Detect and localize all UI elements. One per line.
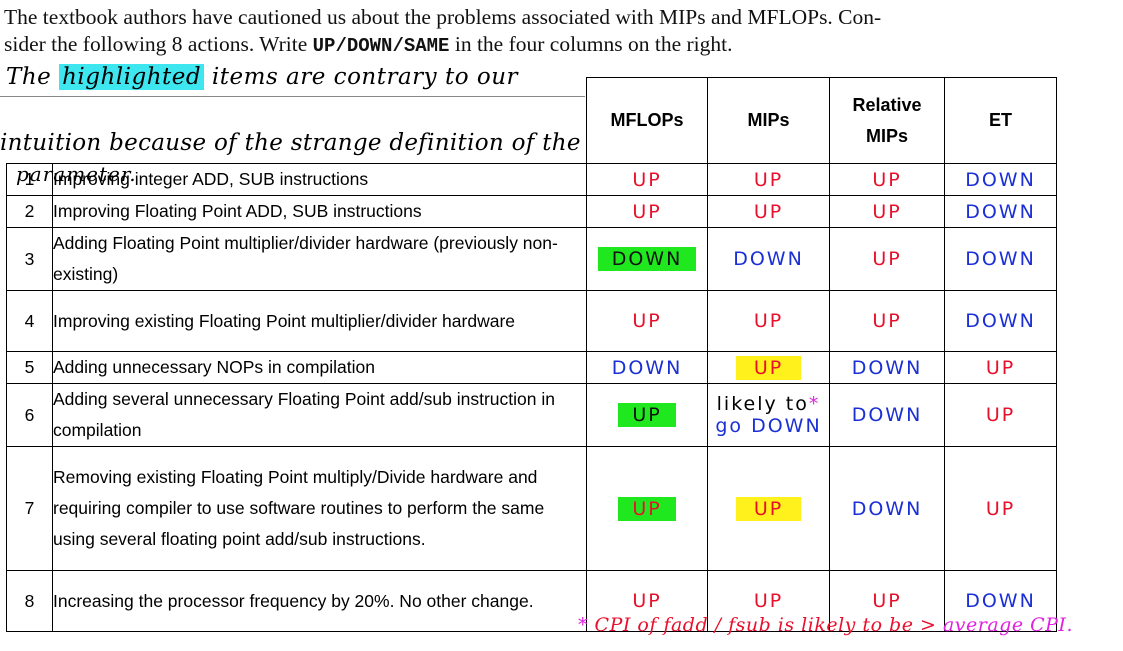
cell-et: DOWN bbox=[944, 163, 1057, 196]
row-number: 2 bbox=[6, 195, 53, 228]
cell-relative-mips: UP bbox=[829, 290, 945, 352]
cell-mflops: DOWN bbox=[586, 227, 708, 291]
row-number: 3 bbox=[6, 227, 53, 291]
note-part-2: items are contrary to our bbox=[204, 64, 519, 90]
header-row: MFLOPs MIPs Relative MIPs ET bbox=[7, 77, 1057, 164]
cell-relative-mips: UP bbox=[829, 570, 945, 632]
cell-relative-mips: UP bbox=[829, 163, 945, 196]
header-et: ET bbox=[944, 77, 1057, 164]
table-row: 2 Improving Floating Point ADD, SUB inst… bbox=[6, 195, 1057, 228]
table-row: 3 Adding Floating Point multiplier/divid… bbox=[6, 227, 1057, 291]
table-row: 4 Improving existing Floating Point mult… bbox=[6, 290, 1057, 352]
cell-relative-mips: DOWN bbox=[829, 351, 945, 384]
table-row: 1 Improving integer ADD, SUB instruction… bbox=[6, 163, 1057, 196]
mips-yellow-highlight: UP bbox=[735, 355, 802, 380]
header-relative-mips-2: MIPs bbox=[865, 125, 908, 146]
handwritten-note-line-2: intuition because of the strange definit… bbox=[0, 130, 581, 156]
cell-mips: DOWN bbox=[707, 227, 830, 291]
mflops-green-highlight: DOWN bbox=[597, 247, 697, 271]
cell-mflops: UP bbox=[586, 570, 708, 632]
footnote-star: * bbox=[578, 614, 588, 636]
intro-line-1: The textbook authors have cautioned us a… bbox=[4, 5, 882, 29]
mips-note-text-1: likely to bbox=[716, 393, 809, 415]
handwritten-note-line-1: The highlighted items are contrary to ou… bbox=[6, 64, 518, 90]
cell-mips: likely to* go DOWN bbox=[707, 383, 830, 447]
cell-mflops: UP bbox=[586, 446, 708, 571]
cell-et: UP bbox=[944, 351, 1057, 384]
intro-line-2-post: in the four columns on the right. bbox=[449, 32, 733, 56]
mips-note-line-2: go DOWN bbox=[715, 415, 822, 437]
row-description: Adding unnecessary NOPs in compilation bbox=[52, 351, 587, 384]
cell-et: UP bbox=[944, 446, 1057, 571]
footnote-text-2: average CPI. bbox=[942, 614, 1073, 636]
footnote-text-1: CPI of fadd / fsub is likely to be > bbox=[588, 614, 943, 636]
footnote: * CPI of fadd / fsub is likely to be > a… bbox=[578, 614, 1073, 636]
row-description: Adding several unnecessary Floating Poin… bbox=[52, 383, 587, 447]
cell-et: DOWN bbox=[944, 570, 1057, 632]
mflops-green-highlight: UP bbox=[618, 496, 676, 521]
note-rule-1 bbox=[0, 96, 585, 97]
cell-mips: UP bbox=[707, 163, 830, 196]
row-description: Removing existing Floating Point multipl… bbox=[52, 446, 587, 571]
header-relative-mips: Relative MIPs bbox=[829, 77, 945, 164]
cell-relative-mips: UP bbox=[829, 227, 945, 291]
cell-mips: UP bbox=[707, 446, 830, 571]
row-number: 7 bbox=[6, 446, 53, 571]
row-number: 5 bbox=[6, 351, 53, 384]
table-row: 8 Increasing the processor frequency by … bbox=[6, 570, 1057, 632]
mips-yellow-highlight: UP bbox=[735, 496, 802, 521]
cell-mips: UP bbox=[707, 290, 830, 352]
cell-relative-mips: DOWN bbox=[829, 383, 945, 447]
cell-et: UP bbox=[944, 383, 1057, 447]
table-row: 5 Adding unnecessary NOPs in compilation… bbox=[6, 351, 1057, 384]
header-relative-mips-1: Relative bbox=[852, 94, 922, 115]
row-description: Improving existing Floating Point multip… bbox=[52, 290, 587, 352]
cell-mflops: UP bbox=[586, 290, 708, 352]
cell-et: DOWN bbox=[944, 290, 1057, 352]
row-description: Improving Floating Point ADD, SUB instru… bbox=[52, 195, 587, 228]
row-number: 1 bbox=[6, 163, 53, 196]
mips-note-star: * bbox=[808, 393, 821, 415]
cell-mips: UP bbox=[707, 570, 830, 632]
cell-mips: UP bbox=[707, 195, 830, 228]
intro-code: UP/DOWN/SAME bbox=[312, 35, 450, 57]
header-mips: MIPs bbox=[707, 77, 830, 164]
cell-mflops: DOWN bbox=[586, 351, 708, 384]
table-row: 6 Adding several unnecessary Floating Po… bbox=[6, 383, 1057, 447]
cell-mips: UP bbox=[707, 351, 830, 384]
mips-note-line-1: likely to* bbox=[708, 393, 829, 415]
intro-line-2: sider the following 8 actions. Write UP/… bbox=[4, 31, 1114, 60]
header-blank-desc bbox=[53, 78, 587, 164]
row-description: Increasing the processor frequency by 20… bbox=[52, 570, 587, 632]
row-number: 6 bbox=[6, 383, 53, 447]
row-description: Adding Floating Point multiplier/divider… bbox=[52, 227, 587, 291]
cell-mflops: UP bbox=[586, 383, 708, 447]
header-mflops: MFLOPs bbox=[586, 77, 708, 164]
note-part-1: The bbox=[6, 64, 60, 90]
actions-table: MFLOPs MIPs Relative MIPs ET 1 Improving … bbox=[6, 77, 1057, 632]
header-blank-num bbox=[7, 78, 53, 164]
cell-mflops: UP bbox=[586, 195, 708, 228]
cell-relative-mips: DOWN bbox=[829, 446, 945, 571]
intro-line-2-pre: sider the following 8 actions. Write bbox=[4, 32, 313, 56]
cell-mflops: UP bbox=[586, 163, 708, 196]
note-highlight-word: highlighted bbox=[59, 64, 205, 90]
row-description: Improving integer ADD, SUB instructions bbox=[52, 163, 587, 196]
table-row: 7 Removing existing Floating Point multi… bbox=[6, 446, 1057, 571]
intro-paragraph: The textbook authors have cautioned us a… bbox=[4, 4, 1114, 60]
cell-et: DOWN bbox=[944, 227, 1057, 291]
cell-et: DOWN bbox=[944, 195, 1057, 228]
row-number: 4 bbox=[6, 290, 53, 352]
cell-relative-mips: UP bbox=[829, 195, 945, 228]
mflops-green-highlight: UP bbox=[618, 403, 676, 427]
row-number: 8 bbox=[6, 570, 53, 632]
